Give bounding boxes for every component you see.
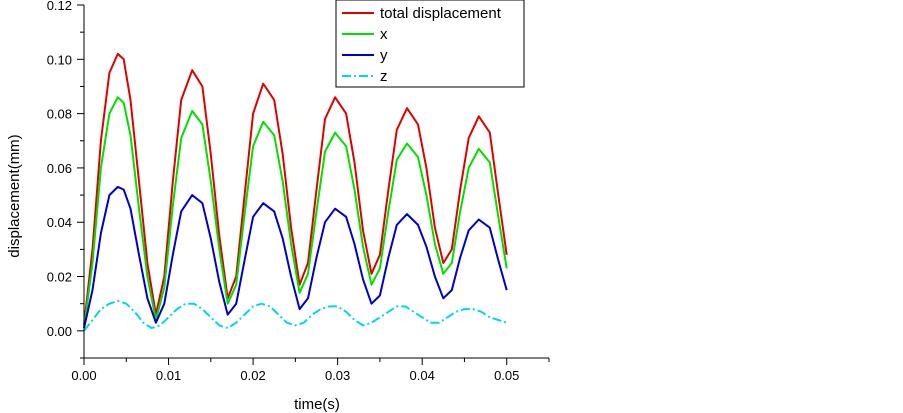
y-axis-label: displacement(mm) <box>6 134 23 257</box>
x-tick-label: 0.05 <box>494 368 519 383</box>
legend: total displacement xyz <box>335 0 525 88</box>
y-tick-label: 0.06 <box>47 161 72 176</box>
y-tick-label: 0.12 <box>47 0 72 13</box>
x-tick-label: 0.01 <box>156 368 181 383</box>
y-tick-label: 0.04 <box>47 215 72 230</box>
x-axis-label: time(s) <box>294 396 340 413</box>
plot-lines <box>83 52 508 332</box>
series-line-y <box>83 185 508 329</box>
x-tick-label: 0.00 <box>71 368 96 383</box>
legend-label: z <box>380 68 388 85</box>
y-tick-label: 0.00 <box>47 324 72 339</box>
y-tick-label: 0.08 <box>47 107 72 122</box>
tick-labels: 0.00 0.01 0.02 0.03 0.04 0.05 0.00 0.02 0.04 0.06… <box>47 0 520 383</box>
axes <box>83 5 549 359</box>
legend-box <box>335 0 525 88</box>
legend-label: total displacement <box>380 5 502 22</box>
y-tick-label: 0.10 <box>47 52 72 67</box>
series-line-x <box>83 96 508 329</box>
legend-label: y <box>380 47 388 64</box>
x-tick-label: 0.04 <box>410 368 435 383</box>
x-tick-label: 0.02 <box>240 368 265 383</box>
series-line-total-displacement <box>83 52 508 326</box>
series-line-z <box>83 300 508 332</box>
y-tick-label: 0.02 <box>47 270 72 285</box>
tick-marks <box>77 4 550 365</box>
legend-label: x <box>380 26 388 43</box>
x-tick-label: 0.03 <box>325 368 350 383</box>
